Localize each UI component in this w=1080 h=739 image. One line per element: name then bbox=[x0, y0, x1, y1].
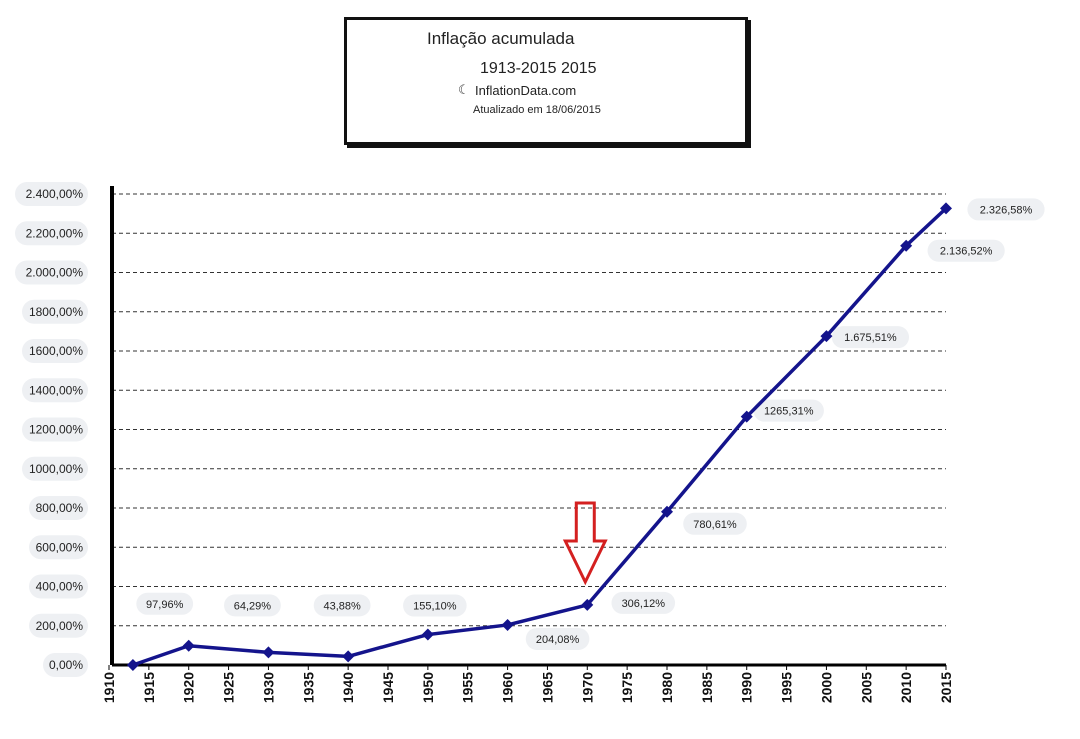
x-tick-label: 1980 bbox=[659, 672, 675, 703]
x-tick-label: 1985 bbox=[699, 672, 715, 703]
x-tick-label: 1915 bbox=[141, 672, 157, 703]
data-point bbox=[661, 505, 673, 518]
x-tick-label: 1995 bbox=[779, 672, 795, 703]
y-tick-label: 200,00% bbox=[36, 619, 84, 633]
y-tick-label: 0,00% bbox=[49, 658, 83, 672]
x-tick-label: 1950 bbox=[420, 672, 436, 703]
y-tick-label-bg bbox=[22, 378, 88, 403]
chart-title: Inflação acumulada bbox=[427, 29, 575, 48]
data-label: 1265,31% bbox=[764, 406, 814, 418]
data-label-bg bbox=[753, 399, 824, 422]
data-label: 306,12% bbox=[622, 598, 666, 610]
data-label-bg bbox=[525, 627, 590, 650]
data-label: 43,88% bbox=[323, 600, 361, 612]
x-tick-label: 1910 bbox=[101, 672, 117, 703]
y-tick-label-bg bbox=[43, 653, 88, 677]
data-label: 2.326,58% bbox=[980, 204, 1033, 216]
y-tick-label-bg bbox=[29, 574, 88, 599]
data-point bbox=[126, 659, 139, 671]
x-tick-label: 1975 bbox=[619, 672, 635, 703]
y-tick-label: 2.400,00% bbox=[26, 187, 84, 201]
y-tick-label-bg bbox=[29, 613, 88, 638]
series-line bbox=[132, 207, 948, 667]
x-tick-label: 1960 bbox=[500, 672, 516, 703]
data-label-bg bbox=[967, 198, 1045, 221]
x-tick-label: 2000 bbox=[818, 672, 834, 703]
data-point bbox=[421, 628, 434, 641]
y-tick-label: 2.200,00% bbox=[26, 226, 84, 240]
moon-icon: ☾ bbox=[458, 82, 470, 97]
x-tick-label: 1935 bbox=[300, 672, 316, 703]
data-point bbox=[182, 639, 195, 652]
arrow-down-icon bbox=[562, 501, 608, 586]
chart-title-box: Inflação acumulada 1913-2015 2015 ☾ Infl… bbox=[344, 17, 748, 145]
data-label: 155,10% bbox=[413, 601, 457, 613]
y-tick-label: 1600,00% bbox=[29, 344, 83, 358]
data-label: 64,29% bbox=[234, 600, 272, 612]
chart-source: InflationData.com bbox=[475, 83, 577, 98]
x-tick-label: 1990 bbox=[739, 672, 755, 703]
x-tick-label: 1955 bbox=[460, 672, 476, 703]
data-point bbox=[940, 202, 952, 215]
x-tick-label: 1925 bbox=[221, 672, 237, 703]
data-label: 2.136,52% bbox=[940, 246, 993, 258]
data-label: 1.675,51% bbox=[844, 332, 897, 344]
y-tick-label-bg bbox=[22, 339, 88, 363]
data-label: 780,61% bbox=[693, 519, 737, 531]
x-tick-label: 1970 bbox=[579, 672, 595, 703]
y-tick-label-bg bbox=[15, 260, 88, 285]
x-tick-label: 1940 bbox=[340, 672, 356, 703]
y-tick-label-bg bbox=[29, 535, 88, 560]
data-label-bg bbox=[224, 594, 281, 617]
chart-updated-date: Atualizado em 18/06/2015 bbox=[473, 104, 601, 116]
y-tick-label: 1400,00% bbox=[29, 383, 83, 397]
data-label: 97,96% bbox=[146, 599, 184, 611]
x-tick-label: 2005 bbox=[858, 672, 874, 703]
x-tick-label: 1920 bbox=[181, 672, 197, 703]
data-point bbox=[501, 618, 514, 631]
data-label-bg bbox=[313, 594, 371, 617]
x-tick-label: 1930 bbox=[260, 672, 276, 703]
y-tick-label: 2.000,00% bbox=[26, 266, 84, 280]
data-point bbox=[820, 330, 833, 343]
data-label: 204,08% bbox=[536, 634, 580, 646]
data-point bbox=[900, 239, 913, 252]
y-tick-label-bg bbox=[29, 496, 88, 520]
x-tick-label: 1945 bbox=[380, 672, 396, 703]
x-tick-label: 2010 bbox=[898, 672, 914, 703]
data-point bbox=[581, 598, 594, 611]
data-label-bg bbox=[831, 326, 910, 349]
data-label-bg bbox=[683, 512, 747, 535]
y-tick-label: 600,00% bbox=[36, 540, 84, 554]
chart-period: 1913-2015 2015 bbox=[480, 60, 597, 77]
y-tick-label: 1200,00% bbox=[29, 423, 83, 437]
y-tick-label: 400,00% bbox=[36, 580, 84, 594]
data-label-bg bbox=[611, 591, 676, 614]
data-point bbox=[262, 646, 275, 659]
x-tick-label: 1965 bbox=[539, 672, 555, 703]
y-tick-label: 800,00% bbox=[36, 501, 84, 515]
y-tick-label-bg bbox=[22, 456, 88, 481]
y-tick-label: 1800,00% bbox=[29, 305, 83, 319]
y-tick-label-bg bbox=[15, 182, 88, 206]
data-point bbox=[342, 650, 355, 663]
y-tick-label-bg bbox=[22, 299, 88, 324]
x-tick-label: 2015 bbox=[938, 672, 954, 703]
data-label-bg bbox=[403, 594, 467, 617]
data-label-bg bbox=[927, 239, 1005, 262]
data-point bbox=[740, 410, 753, 423]
y-tick-label-bg bbox=[15, 221, 88, 246]
y-tick-label-bg bbox=[22, 417, 88, 442]
y-tick-label: 1000,00% bbox=[29, 462, 83, 476]
data-label-bg bbox=[136, 592, 194, 615]
